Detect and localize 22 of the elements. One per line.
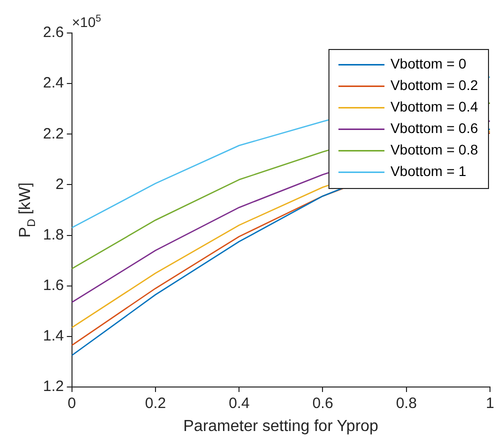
- x-tick-label: 0.6: [312, 395, 334, 412]
- legend-label: Vbottom = 0.6: [390, 120, 478, 136]
- legend-label: Vbottom = 1: [390, 163, 467, 180]
- y-tick-label: 1.2: [42, 378, 64, 396]
- y-tick-label: 2.2: [42, 125, 64, 142]
- y-tick-label: 2.4: [42, 74, 64, 92]
- y-tick-label: 1.8: [42, 226, 64, 244]
- y-tick-label: 2.6: [42, 24, 64, 42]
- legend-label: Vbottom = 0.4: [390, 98, 478, 115]
- legend-label: Vbottom = 0: [390, 56, 467, 72]
- legend-label: Vbottom = 0.8: [390, 142, 478, 158]
- x-axis-title: Parameter setting for Yprop: [183, 418, 378, 435]
- y-tick-label: 2: [56, 176, 64, 193]
- x-tick-label: 0: [68, 395, 76, 412]
- x-tick-label: 0.4: [228, 395, 250, 412]
- y-tick-label: 1.4: [42, 328, 64, 345]
- y-axis-title: PD [kW]: [17, 182, 38, 238]
- x-tick-label: 0.2: [145, 395, 166, 412]
- y-tick-label: 1.6: [42, 277, 64, 294]
- x-tick-label: 1: [486, 395, 494, 412]
- x-tick-label: 0.8: [396, 395, 417, 412]
- legend-label: Vbottom = 0.2: [390, 77, 478, 94]
